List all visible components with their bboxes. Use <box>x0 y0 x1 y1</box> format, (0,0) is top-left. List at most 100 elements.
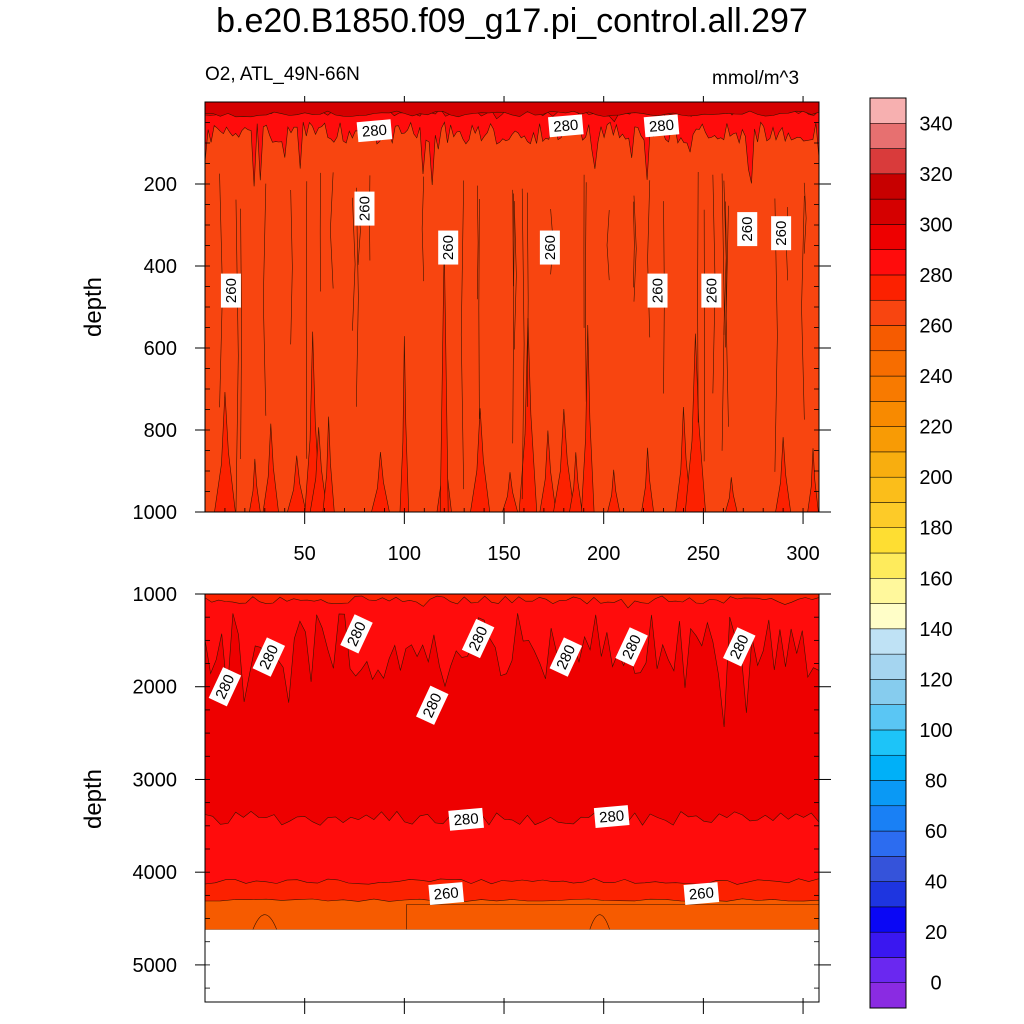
contour-label-4: 260 <box>438 230 459 265</box>
contour-label-bg <box>340 614 373 654</box>
contour-line <box>723 180 727 335</box>
contour-label-bg <box>539 230 560 265</box>
contour-line <box>606 210 610 281</box>
contour-line <box>330 172 334 289</box>
colorbar-swatch <box>869 451 907 478</box>
colorbar-label: 220 <box>919 417 952 439</box>
contour-label-text: 280 <box>599 807 625 826</box>
x-tick-label: 250 <box>687 543 720 565</box>
colorbar-swatch <box>869 123 907 149</box>
deep-spike-fill <box>775 437 791 512</box>
colorbar-swatch <box>869 350 907 377</box>
colorbar-swatch <box>869 906 907 933</box>
deep-spike-fill <box>518 318 538 512</box>
colorbar-swatch <box>869 754 907 781</box>
deep-spike-fill <box>399 336 410 512</box>
colorbar-swatch <box>869 375 907 402</box>
x-tick-label: 100 <box>388 543 421 565</box>
deep-spike-fill <box>581 325 595 512</box>
y-axis-title: depth <box>80 277 107 337</box>
contour-label-6: 260 <box>220 273 241 308</box>
colorbar-swatch <box>869 476 907 503</box>
contour-line <box>305 181 308 459</box>
contour-line <box>290 190 293 345</box>
band-fill <box>589 914 611 930</box>
colorbar-swatch <box>869 856 907 882</box>
deep-spike-fill <box>539 430 557 512</box>
chart-title: b.e20.B1850.f09_g17.pi_control.all.297 <box>216 2 808 40</box>
colorbar-swatch <box>869 224 907 250</box>
contour-line <box>803 182 807 254</box>
colorbar-label: 140 <box>919 619 952 641</box>
colorbar-swatch <box>869 805 907 832</box>
colorbar-swatch <box>869 931 907 958</box>
colorbar-swatch <box>869 527 907 554</box>
units-label: mmol/m^3 <box>712 68 800 89</box>
contour-label-5: 260 <box>539 230 560 265</box>
contour-label-text: 260 <box>739 217 756 242</box>
colorbar-swatch <box>869 426 907 453</box>
contour-label-bg <box>461 618 495 659</box>
contour-label-text: 280 <box>453 810 479 829</box>
y-tick-label: 5000 <box>133 955 178 977</box>
contour-label-3: 280 <box>416 685 449 725</box>
y-tick-label: 1000 <box>133 584 178 606</box>
colorbar-swatch <box>869 274 907 301</box>
colorbar-swatch <box>869 957 907 983</box>
contour-line <box>235 199 239 512</box>
band-fill <box>252 914 278 930</box>
contour-label-text: 260 <box>650 278 667 303</box>
plot-frame <box>204 593 820 1003</box>
contour-label-bg <box>771 216 792 251</box>
contour-label-text: 260 <box>440 235 457 260</box>
deep-spike-fill <box>807 448 819 512</box>
contour-label-bg <box>416 685 449 725</box>
contour-label-bg <box>356 119 393 143</box>
contour-label-bg <box>593 805 630 828</box>
band-fill <box>205 102 819 512</box>
contour-label-bg <box>448 807 484 831</box>
contour-label-text: 280 <box>361 122 387 141</box>
colorbar-swatch <box>869 830 907 857</box>
colorbar-label: 0 <box>930 973 941 995</box>
colorbar-label: 300 <box>919 214 952 236</box>
deep-spike-fill <box>607 469 621 512</box>
band-fill <box>406 904 819 930</box>
colorbar-swatch <box>869 401 907 427</box>
colorbar-label: 320 <box>919 164 952 186</box>
colorbar-label: 20 <box>925 922 947 944</box>
contour-line <box>513 201 517 350</box>
contour-line <box>240 208 242 460</box>
contour-line <box>352 197 356 331</box>
contour-label-8: 260 <box>701 273 722 308</box>
contour-label-text: 260 <box>773 221 790 246</box>
deep-spike-fill <box>725 477 738 512</box>
contour-label-text: 260 <box>223 278 240 303</box>
contour-line <box>421 176 425 282</box>
contour-line <box>476 185 479 300</box>
contour-label-bg <box>683 882 720 905</box>
upper-fill <box>205 102 819 512</box>
contour-label-bg <box>737 212 758 247</box>
contour-label-1: 280 <box>548 114 584 138</box>
x-tick-label: 300 <box>786 543 819 565</box>
contour-label-10: 260 <box>771 216 792 251</box>
contour-label-text: 260 <box>688 884 714 903</box>
contour-label-bg <box>252 637 286 677</box>
contour-label-2: 280 <box>643 114 680 138</box>
deep-spike-fill <box>249 458 261 512</box>
colorbar-swatch <box>869 578 907 604</box>
colorbar-swatch <box>869 881 907 908</box>
deep-spike-fill <box>569 452 583 512</box>
colorbar-swatch <box>869 679 907 705</box>
y-tick-label: 3000 <box>133 769 178 791</box>
deep-spike-fill <box>675 407 692 512</box>
colorbar-label: 280 <box>919 265 952 287</box>
x-tick-label: 150 <box>487 543 520 565</box>
contour-label-bg <box>615 627 648 667</box>
colorbar-label: 60 <box>925 821 947 843</box>
y-axis-title: depth <box>80 769 107 829</box>
colorbar-label: 180 <box>919 518 952 540</box>
deep-spike-fill <box>214 391 236 512</box>
